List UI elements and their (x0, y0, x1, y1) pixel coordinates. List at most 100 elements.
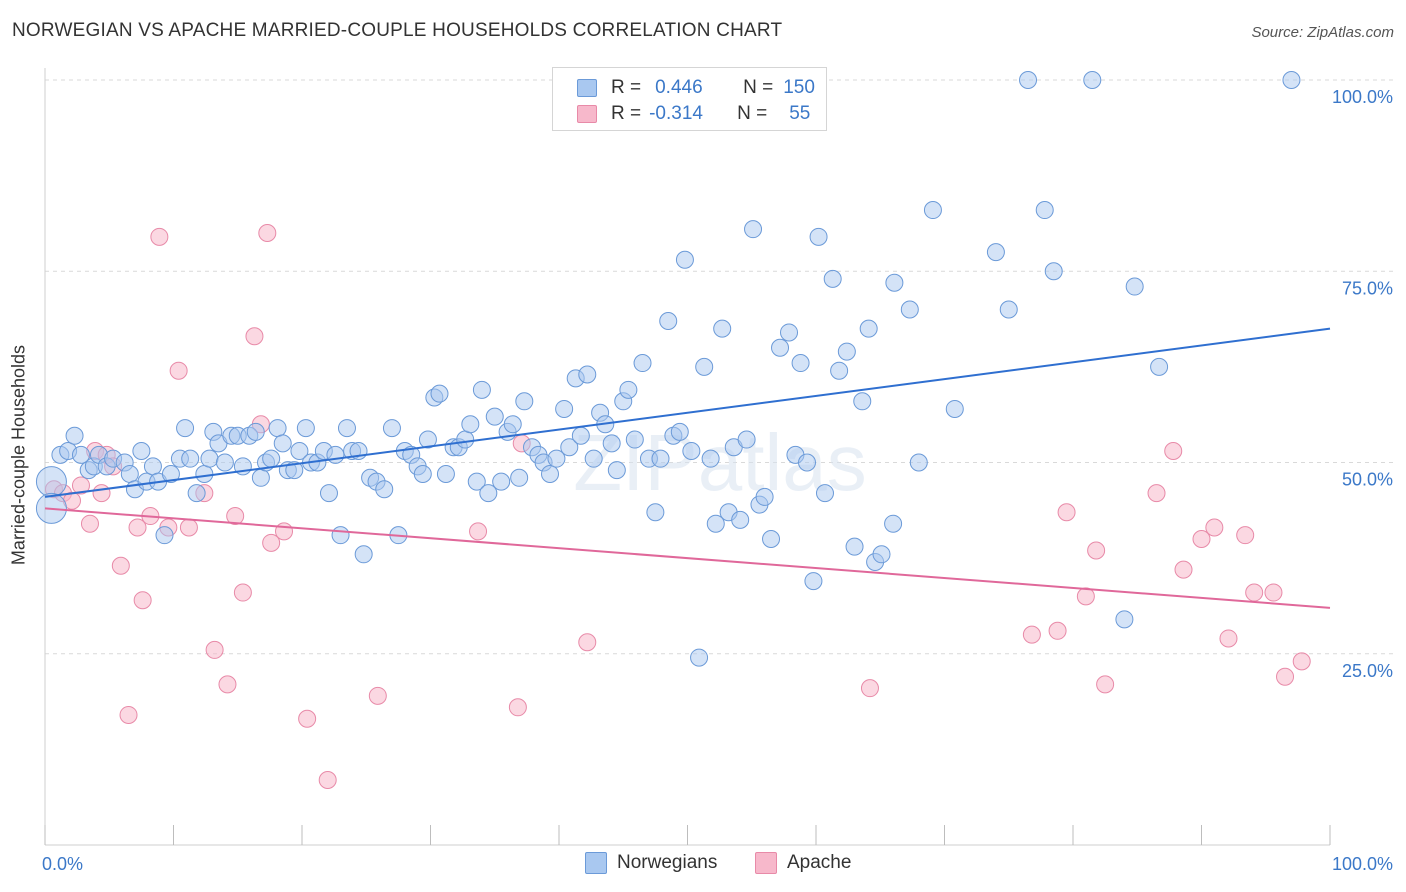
r-label: R = (611, 103, 642, 124)
norwegian-point (675, 250, 694, 269)
norwegian-point (155, 526, 174, 545)
norwegian-point (418, 430, 437, 449)
norwegian-point (337, 419, 356, 438)
apache-point (1245, 583, 1264, 602)
apache-point (1096, 675, 1115, 694)
apache-point (860, 679, 879, 698)
apache-point (80, 514, 99, 533)
norwegian-point (798, 453, 817, 472)
norwegian-point (771, 338, 790, 357)
apache-point (92, 484, 111, 503)
norwegian-point (853, 392, 872, 411)
y-tick-label: 50.0% (1342, 470, 1393, 490)
norwegian-point (326, 445, 345, 464)
norwegian-point (195, 464, 214, 483)
norwegian-point (619, 380, 638, 399)
norwegian-point (485, 407, 504, 426)
norwegian-point (682, 442, 701, 461)
legend-label: Apache (787, 852, 852, 873)
apache-point (1264, 583, 1283, 602)
r-value: -0.314 (649, 103, 703, 124)
bottom-legend-apache: Apache (755, 852, 851, 874)
norwegian-point (701, 449, 720, 468)
norwegian-point (1083, 71, 1102, 89)
norwegian-points (35, 71, 1301, 667)
norwegian-point (456, 430, 475, 449)
norwegians-trend-line (44, 327, 1331, 498)
norwegian-point (215, 453, 234, 472)
norwegians-swatch (585, 852, 607, 874)
norwegian-point (547, 449, 566, 468)
norwegian-point (815, 484, 834, 503)
norwegian-point (461, 415, 480, 434)
norwegian-point (744, 220, 763, 239)
norwegian-point (885, 273, 904, 292)
norwegian-point (430, 384, 449, 403)
norwegian-point (823, 269, 842, 288)
apache-point (150, 227, 169, 246)
norwegian-point (479, 484, 498, 503)
apache-point (1192, 530, 1211, 548)
norwegian-point (273, 434, 292, 453)
norwegian-point (176, 419, 195, 438)
apache-point (1164, 442, 1183, 461)
norwegian-point (651, 449, 670, 468)
apache-point (133, 591, 152, 610)
norwegian-point (181, 449, 200, 468)
norwegian-point (71, 445, 90, 464)
norwegian-point (670, 422, 689, 441)
norwegian-point (1115, 610, 1134, 629)
norwegian-point (780, 323, 799, 342)
norwegian-point (375, 480, 394, 499)
norwegian-point (900, 300, 919, 319)
apache-point (578, 633, 597, 652)
norwegian-point (472, 380, 491, 399)
apache-point (245, 327, 264, 346)
norwegian-point (695, 357, 714, 376)
norwegian-point (578, 365, 597, 384)
apache-point (128, 518, 147, 537)
norwegian-point (132, 442, 151, 461)
x-tick-label: 100.0% (1332, 854, 1393, 874)
n-label: N = (743, 77, 774, 98)
norwegian-point (296, 419, 315, 438)
norwegian-point (646, 503, 665, 522)
norwegian-point (555, 399, 574, 418)
norwegian-point (923, 201, 942, 220)
norwegian-point (804, 572, 823, 591)
correlation-legend: R = 0.446 N = 150 R = -0.314 N = 55 (552, 67, 827, 131)
n-label: N = (737, 103, 768, 124)
norwegian-point (1125, 277, 1144, 296)
norwegian-point (541, 464, 560, 483)
axes (44, 68, 1331, 846)
apache-point (368, 686, 387, 705)
norwegian-point (731, 510, 750, 529)
norwegian-point (285, 461, 304, 480)
norwegian-point (607, 461, 626, 480)
apache-point (1205, 518, 1224, 537)
norwegian-point (659, 311, 678, 330)
apache-point (233, 583, 252, 602)
norwegian-point (331, 526, 350, 545)
norwegian-point (845, 537, 864, 556)
norwegian-point (1044, 262, 1063, 281)
norwegian-point (859, 319, 878, 338)
apache-point (318, 770, 337, 789)
r-value: 0.446 (655, 77, 703, 98)
norwegian-point (791, 354, 810, 373)
x-tick-label: 0.0% (42, 854, 83, 874)
norwegian-point (510, 468, 529, 487)
norwegian-point (413, 464, 432, 483)
trend-lines (44, 327, 1331, 609)
apache-point (258, 224, 277, 242)
apache-point (298, 709, 317, 728)
norwegian-point (999, 300, 1018, 319)
norwegians-swatch (577, 79, 597, 97)
n-value: 150 (783, 77, 815, 98)
apache-point (71, 476, 90, 495)
norwegian-point (35, 466, 67, 498)
norwegian-point (625, 430, 644, 449)
legend-row-apache: R = -0.314 N = 55 (577, 103, 810, 125)
apache-trend-line (44, 507, 1331, 609)
norwegian-point (830, 361, 849, 380)
